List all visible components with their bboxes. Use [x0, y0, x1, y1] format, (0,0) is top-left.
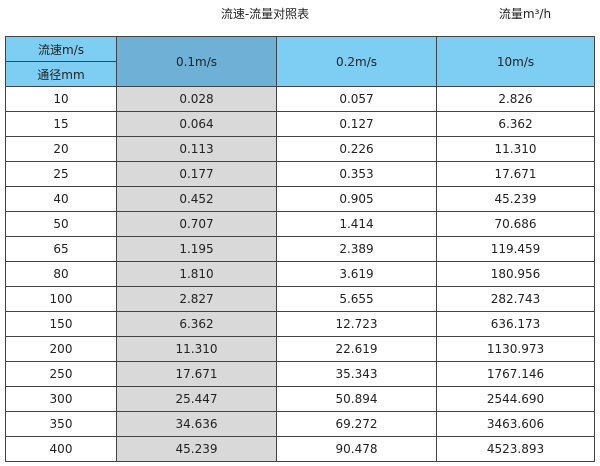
diameter-cell: 10	[5, 86, 117, 112]
flow-0.2-cell: 69.272	[276, 411, 437, 437]
column-header-0.1: 0.1m/s	[116, 36, 277, 87]
diameter-cell: 80	[5, 261, 117, 287]
table-row: 10 0.028 0.057 2.826	[5, 86, 595, 112]
table-row: 80 1.810 3.619 180.956	[5, 261, 595, 287]
table-row: 400 45.239 90.478 4523.893	[5, 436, 595, 462]
flow-0.2-cell: 0.353	[276, 161, 437, 187]
column-header-0.2: 0.2m/s	[276, 36, 437, 87]
diameter-cell: 300	[5, 386, 117, 412]
table-row: 15 0.064 0.127 6.362	[5, 111, 595, 137]
table-row: 100 2.827 5.655 282.743	[5, 286, 595, 312]
flow-10-cell: 180.956	[436, 261, 595, 287]
diameter-cell: 200	[5, 336, 117, 362]
flow-0.1-cell: 0.028	[116, 86, 277, 112]
diameter-cell: 20	[5, 136, 117, 162]
flow-10-cell: 3463.606	[436, 411, 595, 437]
flow-0.2-cell: 0.057	[276, 86, 437, 112]
flow-0.2-cell: 35.343	[276, 361, 437, 387]
diameter-cell: 50	[5, 211, 117, 237]
table-row: 65 1.195 2.389 119.459	[5, 236, 595, 262]
flow-0.1-cell: 0.452	[116, 186, 277, 212]
flow-0.2-cell: 5.655	[276, 286, 437, 312]
table-row: 20 0.113 0.226 11.310	[5, 136, 595, 162]
flow-0.2-cell: 12.723	[276, 311, 437, 337]
table-row: 350 34.636 69.272 3463.606	[5, 411, 595, 437]
flow-0.1-cell: 0.113	[116, 136, 277, 162]
column-header-10: 10m/s	[436, 36, 595, 87]
flow-0.1-cell: 6.362	[116, 311, 277, 337]
flow-0.1-cell: 1.195	[116, 236, 277, 262]
velocity-header: 流速m/s	[5, 36, 117, 62]
diameter-cell: 15	[5, 111, 117, 137]
unit-label: 流量m³/h	[498, 7, 552, 21]
table-row: 40 0.452 0.905 45.239	[5, 186, 595, 212]
flow-10-cell: 17.671	[436, 161, 595, 187]
diameter-cell: 65	[5, 236, 117, 262]
flow-10-cell: 636.173	[436, 311, 595, 337]
diameter-cell: 100	[5, 286, 117, 312]
flow-0.1-cell: 34.636	[116, 411, 277, 437]
flow-0.2-cell: 22.619	[276, 336, 437, 362]
flow-0.2-cell: 2.389	[276, 236, 437, 262]
flow-0.1-cell: 17.671	[116, 361, 277, 387]
flow-0.1-cell: 0.707	[116, 211, 277, 237]
flow-10-cell: 45.239	[436, 186, 595, 212]
table-row: 250 17.671 35.343 1767.146	[5, 361, 595, 387]
flow-10-cell: 2.826	[436, 86, 595, 112]
flow-0.1-cell: 2.827	[116, 286, 277, 312]
flow-10-cell: 4523.893	[436, 436, 595, 462]
table-row: 150 6.362 12.723 636.173	[5, 311, 595, 337]
flow-10-cell: 2544.690	[436, 386, 595, 412]
velocity-flow-table: 流速m/s 0.1m/s 0.2m/s 10m/s 通径mm 10 0.028 0.…	[5, 36, 595, 462]
flow-10-cell: 282.743	[436, 286, 595, 312]
diameter-header: 通径mm	[5, 61, 117, 87]
flow-0.2-cell: 0.905	[276, 186, 437, 212]
flow-0.1-cell: 11.310	[116, 336, 277, 362]
diameter-cell: 250	[5, 361, 117, 387]
diameter-cell: 25	[5, 161, 117, 187]
diameter-cell: 350	[5, 411, 117, 437]
flow-0.1-cell: 1.810	[116, 261, 277, 287]
flow-0.1-cell: 25.447	[116, 386, 277, 412]
table-row: 50 0.707 1.414 70.686	[5, 211, 595, 237]
flow-10-cell: 1767.146	[436, 361, 595, 387]
flow-0.2-cell: 0.127	[276, 111, 437, 137]
flow-0.2-cell: 50.894	[276, 386, 437, 412]
flow-0.2-cell: 0.226	[276, 136, 437, 162]
table-row: 25 0.177 0.353 17.671	[5, 161, 595, 187]
flow-10-cell: 119.459	[436, 236, 595, 262]
flow-0.1-cell: 45.239	[116, 436, 277, 462]
table-row: 300 25.447 50.894 2544.690	[5, 386, 595, 412]
flow-0.1-cell: 0.064	[116, 111, 277, 137]
flow-10-cell: 1130.973	[436, 336, 595, 362]
diameter-cell: 400	[5, 436, 117, 462]
flow-0.2-cell: 1.414	[276, 211, 437, 237]
diameter-cell: 40	[5, 186, 117, 212]
table-title: 流速-流量对照表	[220, 7, 310, 21]
flow-10-cell: 11.310	[436, 136, 595, 162]
flow-10-cell: 6.362	[436, 111, 595, 137]
flow-0.2-cell: 90.478	[276, 436, 437, 462]
flow-0.2-cell: 3.619	[276, 261, 437, 287]
table-row: 200 11.310 22.619 1130.973	[5, 336, 595, 362]
flow-0.1-cell: 0.177	[116, 161, 277, 187]
flow-10-cell: 70.686	[436, 211, 595, 237]
diameter-cell: 150	[5, 311, 117, 337]
